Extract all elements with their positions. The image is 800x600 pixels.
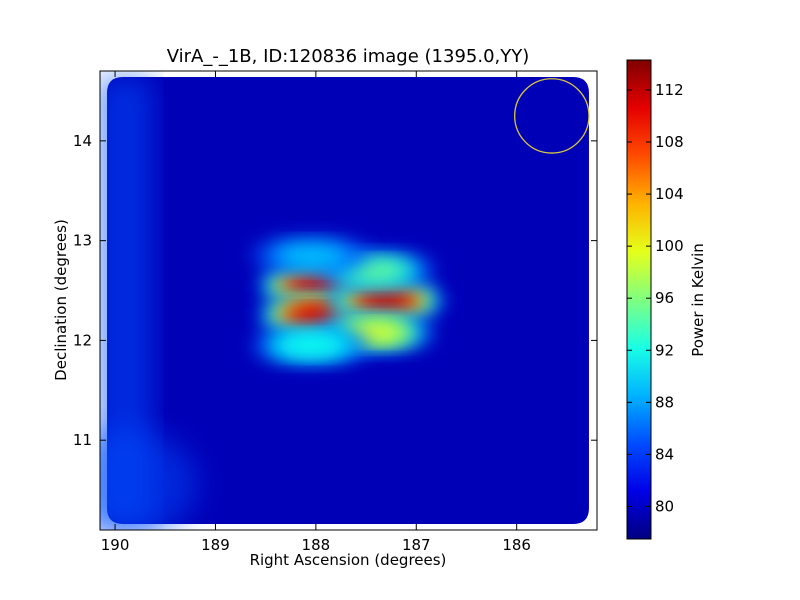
x-axis-label: Right Ascension (degrees) <box>250 551 447 569</box>
y-axis-label: Declination (degrees) <box>52 219 70 381</box>
y-axis-ticks: 11 12 13 14 <box>73 132 597 449</box>
edge-glow <box>100 429 198 530</box>
source-blob <box>252 327 369 364</box>
x-tick-label: 188 <box>302 536 331 554</box>
source-blob <box>328 282 445 319</box>
colorbar-tick-label: 96 <box>655 289 674 307</box>
chart-title: VirA_-_1B, ID:120836 image (1395.0,YY) <box>167 46 530 67</box>
plot-area <box>99 70 598 531</box>
colorbar-ticks: 80 84 88 92 96 100 104 108 112 <box>627 81 684 515</box>
colorbar-gradient <box>626 59 652 540</box>
plot-frame <box>99 70 598 531</box>
colorbar-tick-label: 80 <box>655 497 674 515</box>
colorbar: 80 84 88 92 96 100 104 108 112 Power in Kelvin <box>626 59 707 540</box>
x-tick-label: 186 <box>502 536 531 554</box>
colorbar-tick-label: 92 <box>655 341 674 359</box>
colorbar-tick-label: 88 <box>655 393 674 411</box>
y-tick-label: 13 <box>73 232 92 250</box>
y-tick-label: 12 <box>73 331 92 349</box>
x-tick-label: 190 <box>101 536 130 554</box>
beam-circle <box>514 78 590 154</box>
x-tick-label: 187 <box>402 536 431 554</box>
y-tick-label: 14 <box>73 132 92 150</box>
colorbar-label: Power in Kelvin <box>689 243 707 357</box>
colorbar-tick-label: 100 <box>655 237 684 255</box>
y-tick-label: 11 <box>73 431 92 449</box>
colorbar-tick-label: 112 <box>655 81 684 99</box>
source-emission <box>252 237 445 364</box>
x-axis-ticks: 190 189 188 187 186 <box>101 71 531 554</box>
colorbar-tick-label: 84 <box>655 445 674 463</box>
colorbar-tick-label: 108 <box>655 133 684 151</box>
edge-gradient <box>100 76 198 530</box>
source-blob <box>252 237 369 274</box>
colorbar-tick-label: 104 <box>655 185 684 203</box>
x-tick-label: 189 <box>201 536 230 554</box>
